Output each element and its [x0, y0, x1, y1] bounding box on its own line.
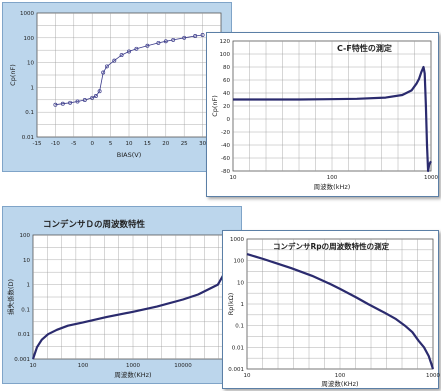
y-tick-label: 80: [223, 65, 230, 71]
data-point: [134, 46, 139, 51]
y-tick-label: 1: [27, 283, 31, 289]
y-tick-label: 0.1: [21, 307, 30, 313]
x-tick-label: 1000: [126, 363, 140, 369]
data-point: [82, 98, 87, 102]
y-tick-label: 20: [223, 104, 230, 110]
data-point: [171, 37, 176, 42]
x-tick-label: 5: [109, 141, 113, 147]
x-tick-label: 1000: [426, 373, 440, 379]
y-axis-label: Cp(nF): [211, 95, 219, 117]
data-point: [104, 64, 109, 69]
x-axis-label: 周波数(KHz): [114, 370, 151, 379]
data-point: [101, 70, 106, 75]
chart-title: コンデンサＤの周波数特性: [43, 219, 146, 230]
series-line: [233, 65, 432, 173]
chart-panel-rp: 10 100 1000 1000 100 10 1 0.1 0.01 0.001 周波数(KHz) R…: [222, 230, 440, 389]
chart-rp: 10 100 1000 1000 100 10 1 0.1 0.01 0.001 周波数(KHz) R…: [227, 237, 440, 388]
x-tick-label: 10000: [174, 363, 192, 369]
data-point: [119, 53, 124, 58]
x-tick-label: 0: [90, 141, 94, 147]
x-axis-label: 周波数(kHz): [314, 182, 351, 191]
data-point: [145, 43, 150, 48]
x-tick-label: 10: [230, 175, 237, 181]
data-point: [163, 39, 168, 44]
data-point: [112, 58, 117, 63]
y-tick-label: 1: [31, 85, 35, 91]
x-tick-label: 15: [144, 141, 151, 147]
chart-cf: 10 100 1000 120 100 80 60 40 20 0 -20 -40 -60 -80 周波数(…: [211, 39, 438, 191]
data-point: [97, 89, 102, 94]
data-point: [127, 49, 131, 54]
x-tick-label: 10: [126, 141, 133, 147]
data-point: [68, 100, 73, 105]
y-tick-label: 1: [241, 302, 245, 308]
data-point: [53, 102, 58, 107]
y-tick-label: 0.01: [18, 332, 30, 338]
y-axis-label: 損失係数(D): [6, 279, 15, 315]
data-point: [200, 33, 205, 37]
y-tick-label: 10: [23, 258, 30, 264]
y-axis-label: Rp(kΩ): [227, 293, 235, 315]
x-tick-label: 25: [181, 141, 188, 147]
x-axis-label: 周波数(KHz): [321, 379, 358, 388]
chart-title: C-F特性の測定: [337, 43, 392, 53]
y-tick-label: -20: [221, 130, 230, 136]
x-tick-label: 100: [335, 373, 346, 379]
x-tick-label: 30: [199, 141, 206, 147]
x-tick-label: 100: [78, 363, 89, 369]
x-tick-label: 1000: [424, 175, 438, 181]
y-tick-label: 0.001: [14, 357, 30, 363]
chart-panel-d: 10 100 1000 10000 100 10 1 0.1 0.01 0.001 周波数(KHz)…: [2, 206, 334, 384]
y-tick-label: 40: [223, 91, 230, 97]
chart-title: コンデンサRpの周波数特性の測定: [273, 241, 390, 251]
x-tick-label: 20: [162, 141, 169, 147]
data-point: [75, 99, 80, 104]
chart-panel-cp-bias: -15-10-5051015202530350.010.11101001000B…: [2, 2, 232, 172]
x-tick-label: -5: [71, 141, 77, 147]
y-tick-label: 10: [27, 61, 34, 67]
data-point: [182, 35, 187, 40]
y-tick-label: 0.001: [228, 367, 244, 373]
series-line: [246, 253, 435, 370]
y-tick-label: 60: [223, 78, 230, 84]
y-tick-label: 0: [227, 117, 231, 123]
x-tick-label: 10: [244, 373, 251, 379]
x-tick-label: 100: [327, 175, 338, 181]
x-tick-label: -10: [51, 141, 60, 147]
y-tick-label: 0.1: [235, 324, 244, 330]
y-tick-label: -80: [221, 169, 230, 175]
data-point: [60, 101, 65, 106]
x-tick-label: 10: [30, 363, 37, 369]
y-tick-label: 1000: [20, 11, 34, 17]
y-tick-label: 0.01: [232, 345, 244, 351]
y-tick-label: 0.01: [22, 135, 34, 141]
data-point: [156, 40, 161, 45]
x-tick-label: -15: [33, 141, 42, 147]
y-tick-label: 100: [24, 36, 35, 42]
data-point: [90, 95, 95, 100]
y-tick-label: 100: [220, 52, 231, 58]
y-tick-label: 100: [20, 233, 31, 239]
chart-cp-bias: -15-10-5051015202530350.010.11101001000B…: [9, 11, 225, 159]
y-tick-label: 120: [220, 39, 231, 45]
y-tick-label: 0.1: [25, 110, 34, 116]
y-axis-label: Cp(nF): [9, 64, 17, 86]
y-tick-label: -40: [221, 143, 230, 149]
data-point: [193, 34, 198, 38]
series-line: [55, 34, 203, 106]
chart-panel-cf: 10 100 1000 120 100 80 60 40 20 0 -20 -40 -60 -80 周波数(…: [206, 32, 439, 197]
y-tick-label: -60: [221, 156, 230, 162]
y-tick-label: 1000: [230, 237, 244, 243]
x-axis-label: BIAS(V): [117, 151, 141, 159]
y-tick-label: 100: [234, 259, 245, 265]
chart-d: 10 100 1000 10000 100 10 1 0.1 0.01 0.001 周波数(KHz)…: [6, 219, 334, 379]
y-tick-label: 10: [237, 280, 244, 286]
data-point: [93, 94, 98, 98]
